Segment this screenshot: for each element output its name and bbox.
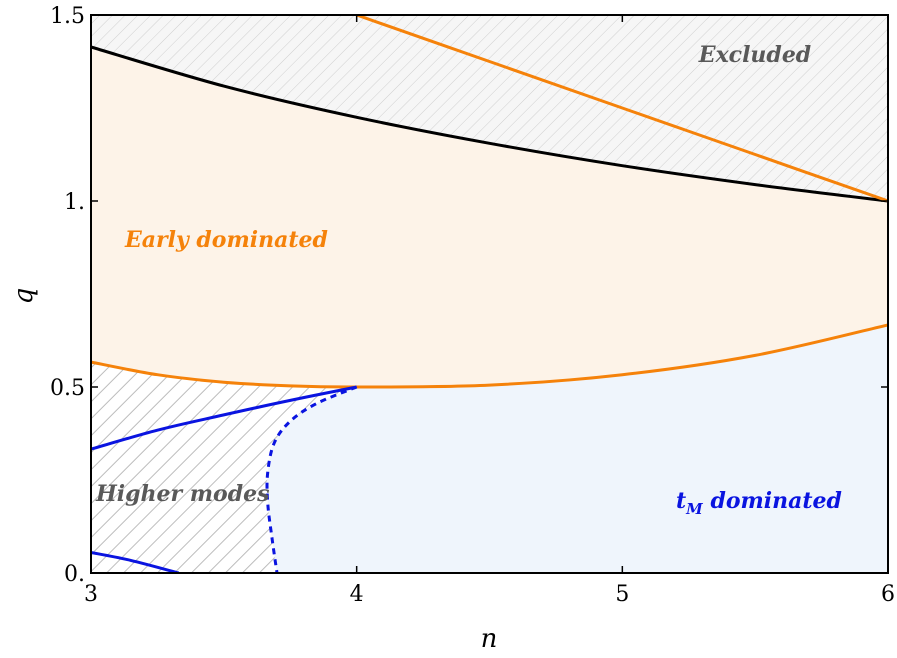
higher-modes-hatch bbox=[91, 362, 357, 573]
excluded-hatch bbox=[91, 15, 888, 201]
early-dominated-label: Early dominated bbox=[124, 227, 328, 253]
y-tick-label: 0.5 bbox=[50, 376, 85, 401]
blue-lower-line bbox=[91, 551, 180, 573]
x-tick-label: 5 bbox=[615, 582, 629, 607]
higher-modes-label: Higher modes bbox=[95, 481, 270, 507]
tm-label-rest: dominated bbox=[703, 488, 842, 514]
blue-dashed-line bbox=[265, 385, 358, 573]
orange-upper-line bbox=[356, 15, 888, 203]
x-tick-label: 6 bbox=[881, 582, 895, 607]
y-tick-label: 0. bbox=[64, 562, 85, 587]
x-tick-label: 4 bbox=[350, 582, 364, 607]
tm-dominated-label: tM dominated bbox=[676, 488, 842, 518]
y-axis-title: q bbox=[9, 288, 39, 305]
x-tick-label: 3 bbox=[84, 582, 98, 607]
orange-lower-line bbox=[91, 323, 888, 389]
axis-tick-labels: 3 4 5 6 0. 0.5 1. 1.5 bbox=[50, 4, 895, 607]
y-tick-label: 1.5 bbox=[50, 4, 85, 29]
blue-upper-line bbox=[91, 385, 357, 451]
axis-ticks bbox=[90, 14, 889, 574]
black-boundary-line bbox=[91, 45, 888, 203]
tm-label-subscript: M bbox=[685, 500, 703, 518]
excluded-label: Excluded bbox=[698, 42, 811, 68]
plot-frame bbox=[90, 14, 889, 574]
tm-label-t: t bbox=[676, 488, 686, 514]
x-axis-title: n bbox=[481, 624, 498, 654]
y-tick-label: 1. bbox=[64, 190, 85, 215]
